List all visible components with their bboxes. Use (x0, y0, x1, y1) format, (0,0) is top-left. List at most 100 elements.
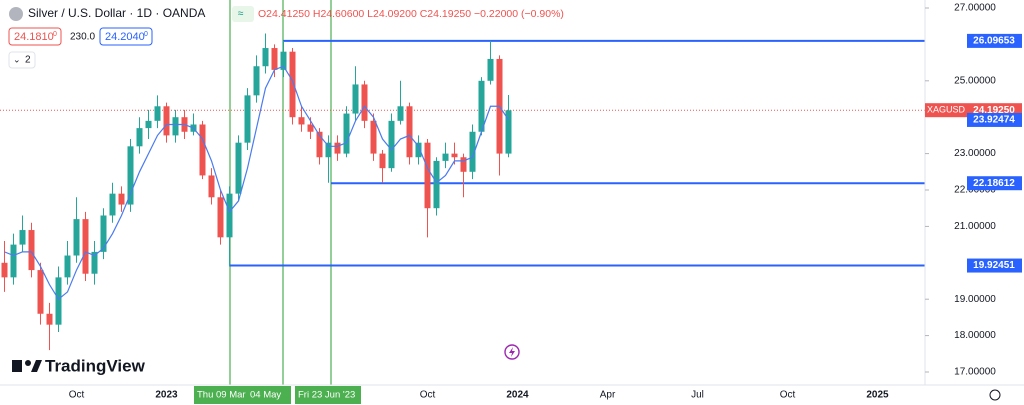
candle-body (10, 244, 17, 278)
ma-label-box (967, 112, 1022, 127)
ask-small: 0 (144, 31, 148, 38)
candle-body (244, 95, 251, 143)
marker-date-box (295, 386, 361, 404)
candle-body (199, 124, 206, 176)
symbol-title: Silver / U.S. Dollar · 1D · OANDA (28, 6, 205, 20)
plot (0, 0, 925, 385)
candle-body (100, 215, 107, 252)
candle-body (262, 48, 269, 67)
indicator-toggle[interactable] (8, 51, 36, 69)
y-tick-label: 21.00000 (954, 221, 996, 232)
candle-body (109, 193, 116, 216)
level-label-box (967, 258, 1022, 273)
candle-body (424, 142, 431, 209)
candle-body (235, 142, 242, 194)
indicator-count: 2 (25, 55, 31, 66)
event-icon (509, 347, 515, 357)
marker-date: Fri 23 Jun '23 (298, 390, 355, 401)
moving-average (4, 65, 510, 301)
header: Silver / U.S. Dollar · 1D · OANDA ≈ O24.… (8, 6, 564, 69)
candle-body (298, 117, 305, 125)
candle-body (343, 113, 350, 154)
candle-body (505, 110, 512, 154)
candle-body (361, 84, 368, 121)
logo-mark (12, 360, 22, 372)
candle-body (163, 106, 170, 136)
candle-body (325, 142, 332, 158)
level-label-box (967, 33, 1022, 48)
candle-body (253, 66, 260, 96)
candle-body (154, 106, 161, 121)
marker-date-box (247, 386, 291, 404)
y-tick-label: 18.00000 (954, 330, 996, 341)
symbol-icon (9, 7, 23, 21)
x-tick-label: Oct (69, 390, 85, 401)
candle-body (307, 124, 314, 132)
last-price-label: 24.19250 (973, 105, 1015, 116)
candle-body (55, 277, 62, 325)
candle-body (1, 262, 8, 278)
candle-body (226, 193, 233, 238)
candle-body (406, 106, 413, 158)
candle-body (136, 128, 143, 147)
candle-body (46, 313, 53, 325)
y-tick-label: 25.00000 (954, 75, 996, 86)
candle-body (208, 175, 215, 198)
candle-body (217, 197, 224, 238)
candle-body (379, 153, 386, 169)
event-icon[interactable] (504, 344, 520, 360)
bid-box[interactable] (8, 27, 62, 46)
candle-body (460, 157, 467, 172)
candle-body (397, 106, 404, 121)
y-tick-label: 23.00000 (954, 148, 996, 159)
logo-mark (25, 360, 31, 366)
candle-body (352, 84, 359, 114)
x-tick-label: 2025 (866, 390, 889, 401)
candle-body (28, 230, 35, 271)
ask: 24.2040 (105, 31, 145, 43)
candle-body (64, 255, 71, 278)
candle-body (487, 58, 494, 81)
candle-body (73, 219, 80, 256)
y-tick-label: 19.00000 (954, 294, 996, 305)
candle-body (370, 120, 377, 154)
ohlc: O24.41250 H24.60600 L24.09200 C24.19250 … (258, 8, 564, 20)
candle-body (145, 120, 152, 129)
logo-mark (31, 360, 42, 372)
x-tick-label: Jul (691, 390, 704, 401)
candle-body (172, 117, 179, 136)
candle-body (82, 219, 89, 274)
x-tick-label: 2023 (155, 390, 178, 401)
candle-body (118, 193, 125, 205)
candle-body (451, 153, 458, 158)
candle-body (316, 131, 323, 158)
ma-label: 23.92474 (973, 115, 1015, 126)
candle-body (289, 51, 296, 118)
candle-body (37, 270, 44, 314)
level-label: 22.18612 (973, 178, 1015, 189)
candle-body (388, 120, 395, 169)
candle-body (19, 230, 26, 245)
marker-date: Thu 09 Mar '23 (197, 390, 261, 401)
level-label: 26.09653 (973, 36, 1015, 47)
spread: 230.0 (70, 32, 95, 43)
level-label-box (967, 176, 1022, 191)
logo: TradingView (12, 356, 146, 375)
candle-body (280, 51, 287, 70)
symbol-label-box (925, 103, 967, 118)
ask-box[interactable] (99, 27, 153, 46)
bid-small: 0 (53, 31, 57, 38)
bid: 24.1810 (14, 31, 54, 43)
x-tick-label: Oct (780, 390, 796, 401)
x-tick-label: Apr (600, 390, 616, 401)
candle-body (334, 142, 341, 154)
y-tick-label: 27.00000 (954, 3, 996, 14)
settings-icon[interactable] (989, 389, 1001, 401)
candle-body (127, 146, 134, 205)
candle-body (91, 251, 98, 274)
toggle[interactable] (232, 6, 254, 22)
logo-text: TradingView (45, 356, 146, 375)
